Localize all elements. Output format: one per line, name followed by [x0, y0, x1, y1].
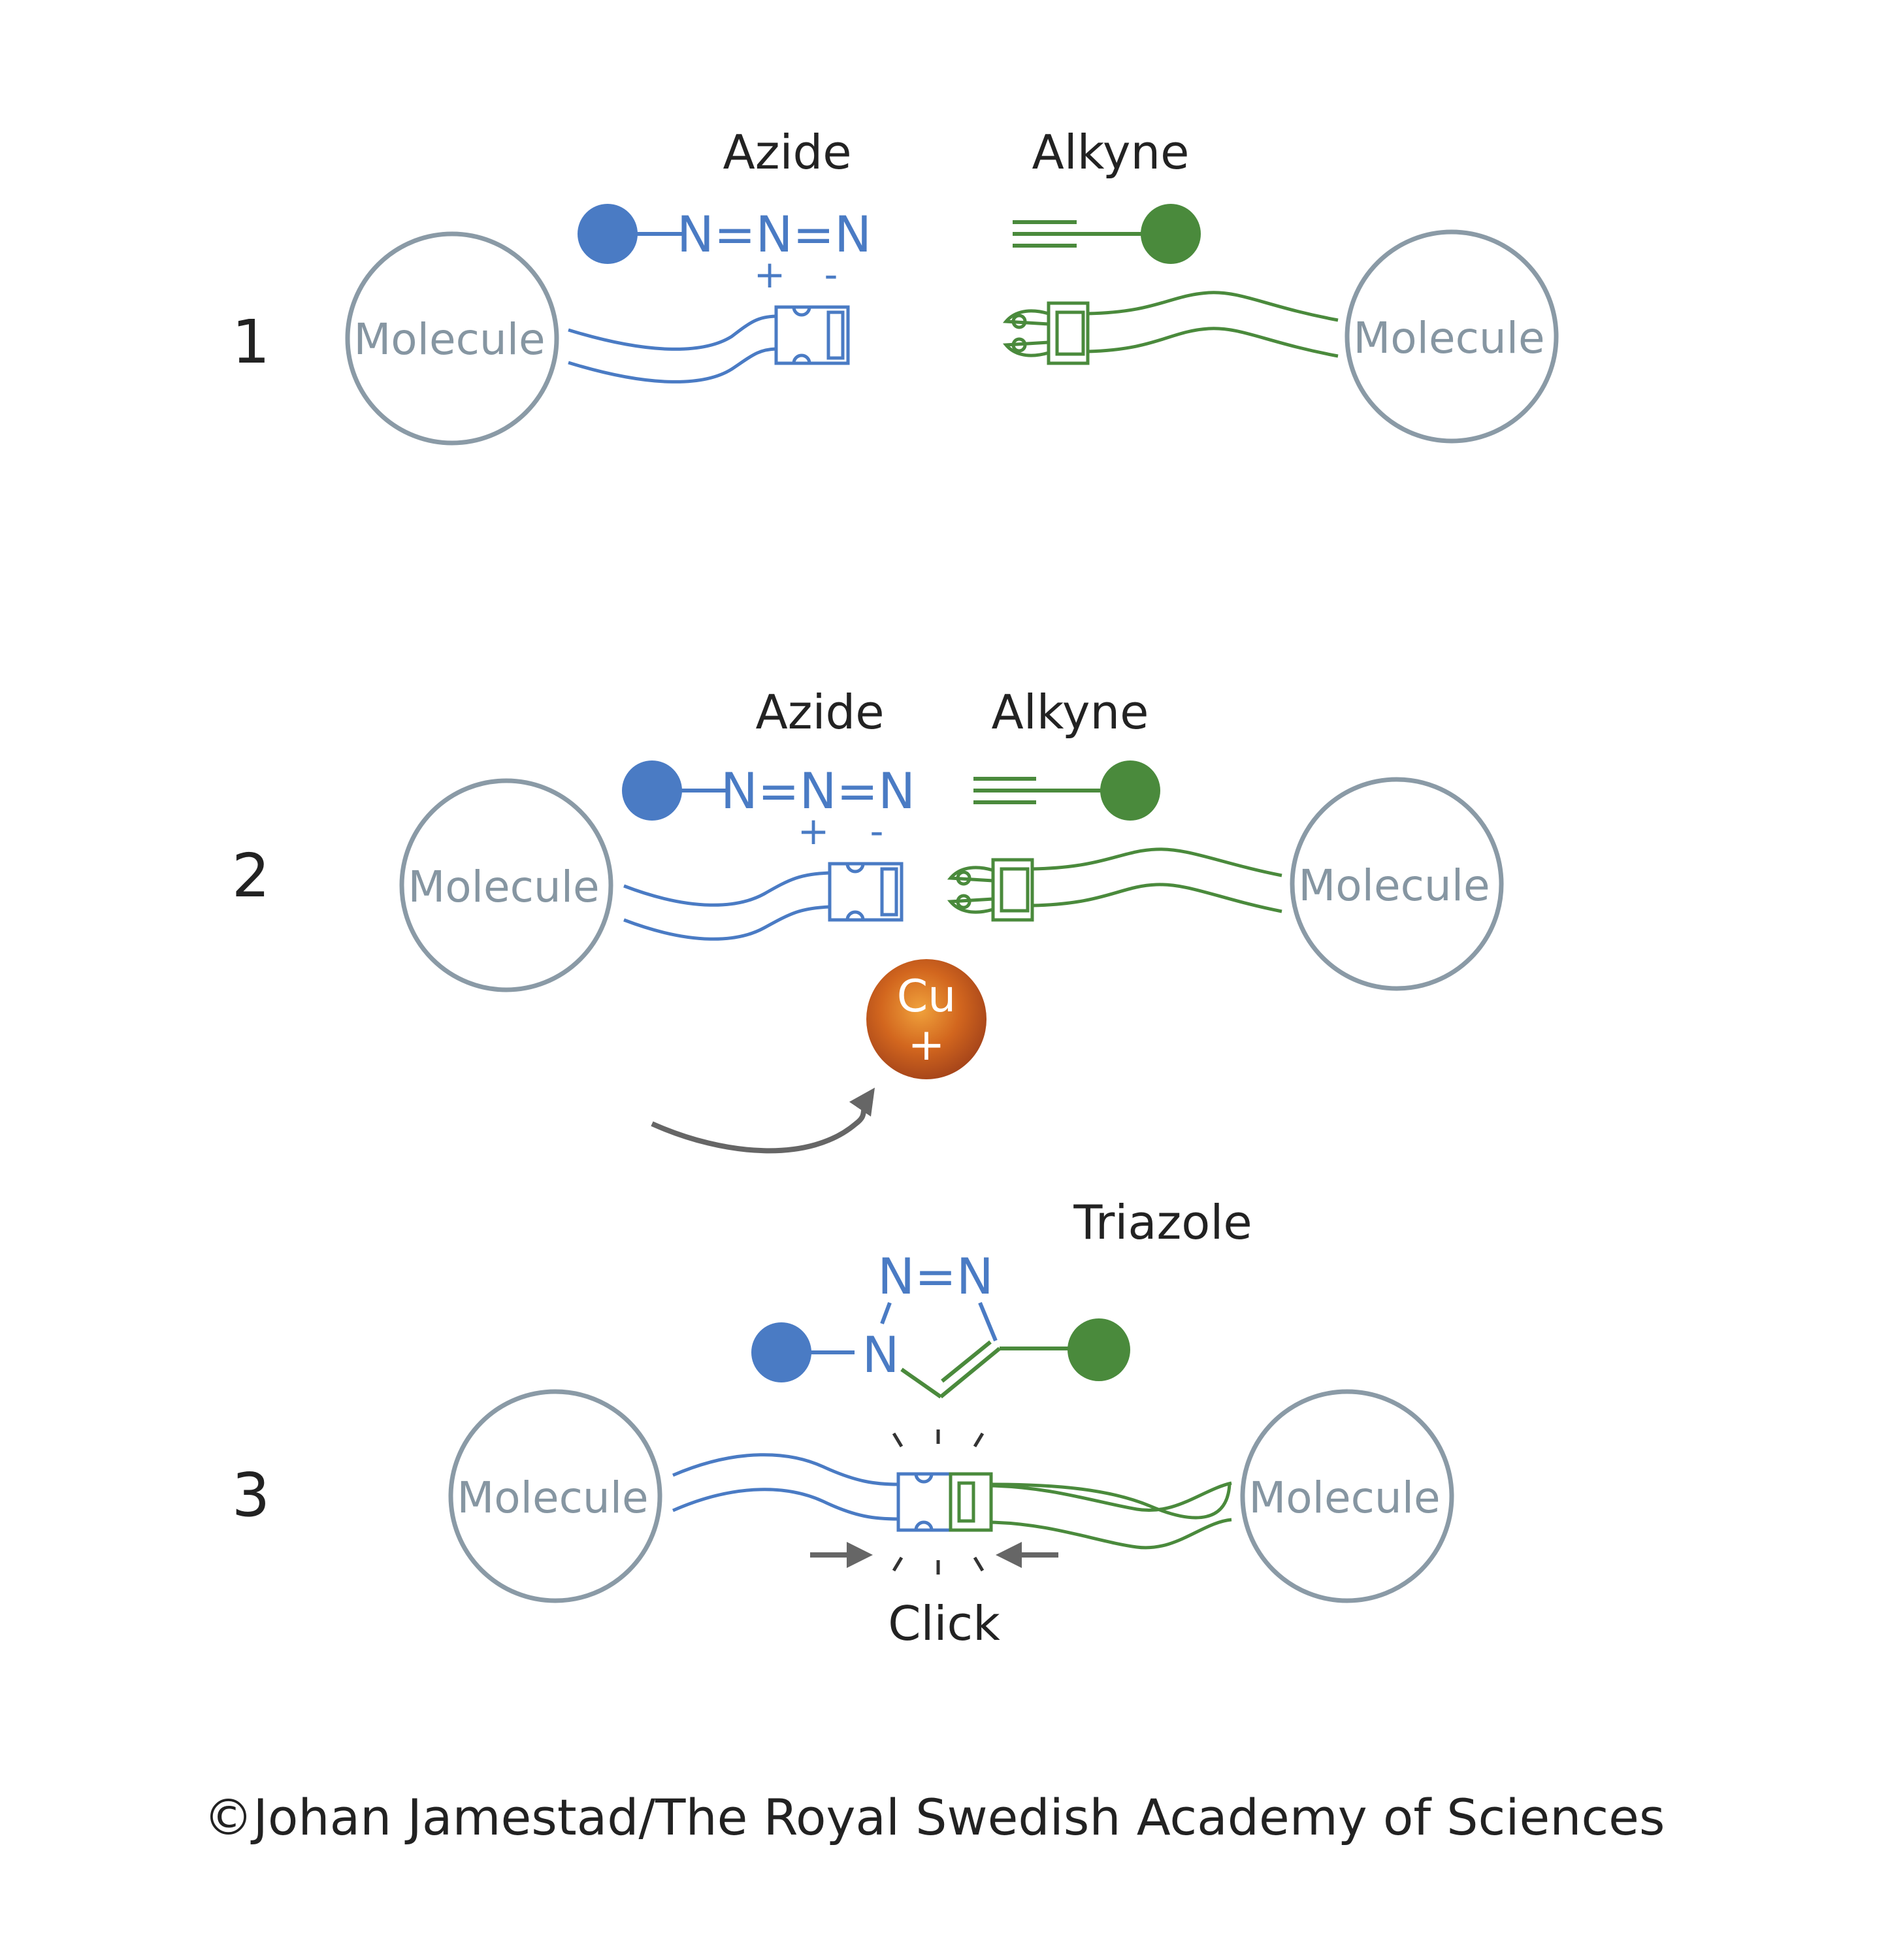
step-2-azide-buckle-icon [623, 862, 904, 941]
copper-ion-icon [866, 959, 987, 1079]
step-1-molecule-left: Molecule [353, 314, 545, 365]
triazole-n-left: N [862, 1326, 900, 1384]
step-2-alkyne-buckle-icon [947, 847, 1282, 922]
molecule-circle [1290, 777, 1504, 991]
step-3-molecule-right: Molecule [1248, 1473, 1440, 1523]
molecule-circle [1345, 229, 1559, 444]
step-1: 1 Azide Alkyne N=N=N + - Molecule [232, 125, 1559, 446]
step-2-plus-sign: + [798, 809, 830, 853]
molecule-circle [345, 231, 559, 446]
connected-buckle-icon [672, 1453, 1232, 1550]
molecule-circle [1240, 1389, 1454, 1603]
step-2-azide-group: N=N=N + - [622, 760, 915, 853]
step-2-number: 2 [232, 841, 270, 911]
step-1-alkyne-buckle-icon [1002, 291, 1339, 365]
azide-ball-icon [578, 204, 638, 264]
step-1-alkyne-group [1013, 204, 1201, 264]
alkyne-ball-icon [1100, 760, 1160, 821]
catalyst-charge: + [908, 1019, 945, 1071]
step-2-azide-label: Azide [755, 685, 884, 740]
step-1-number: 1 [232, 307, 270, 377]
step-1-minus-sign: - [824, 252, 838, 297]
molecule-circle [399, 778, 613, 992]
step-3-number: 3 [232, 1460, 270, 1530]
molecule-circle [448, 1389, 662, 1603]
step-2-azide-formula: N=N=N [721, 762, 915, 820]
step-2-alkyne-group [973, 760, 1160, 821]
step-1-alkyne-label: Alkyne [1032, 125, 1190, 180]
step-1-molecule-right: Molecule [1353, 313, 1544, 363]
alkyne-ball-icon [1141, 204, 1201, 264]
triazole-ring: N=N N [751, 1247, 1130, 1399]
step-2-minus-sign: - [870, 809, 884, 853]
copper-catalyst: Cu + [866, 959, 987, 1079]
step-2-alkyne-label: Alkyne [992, 685, 1149, 740]
step-2-molecule-left: Molecule [408, 862, 599, 912]
triazole-n-top: N=N [877, 1247, 993, 1305]
azide-ball-icon [751, 1322, 811, 1382]
azide-ball-icon [622, 760, 682, 821]
click-label: Click [888, 1596, 1000, 1651]
step-3: 3 Triazole N=N N Molecule Molecule [232, 1195, 1454, 1651]
catalyst-symbol: Cu [897, 971, 956, 1022]
step-2: 2 Azide Alkyne N=N=N + - Molecule Mole [232, 685, 1504, 1154]
step-1-azide-label: Azide [723, 125, 851, 180]
step-3-molecule-left: Molecule [457, 1473, 648, 1523]
catalyst-arrow-icon [651, 1087, 875, 1154]
step-3-triazole-label: Triazole [1073, 1195, 1252, 1250]
step-2-molecule-right: Molecule [1298, 860, 1490, 911]
step-1-azide-formula: N=N=N [677, 205, 872, 263]
click-spark-icon [892, 1429, 985, 1575]
step-1-azide-buckle-icon [568, 305, 850, 384]
step-1-plus-sign: + [754, 252, 786, 297]
alkyne-ball-icon [1068, 1318, 1130, 1381]
image-credit: ©Johan Jamestad/The Royal Swedish Academ… [203, 1788, 1665, 1846]
step-1-azide-group: N=N=N + - [578, 204, 872, 297]
